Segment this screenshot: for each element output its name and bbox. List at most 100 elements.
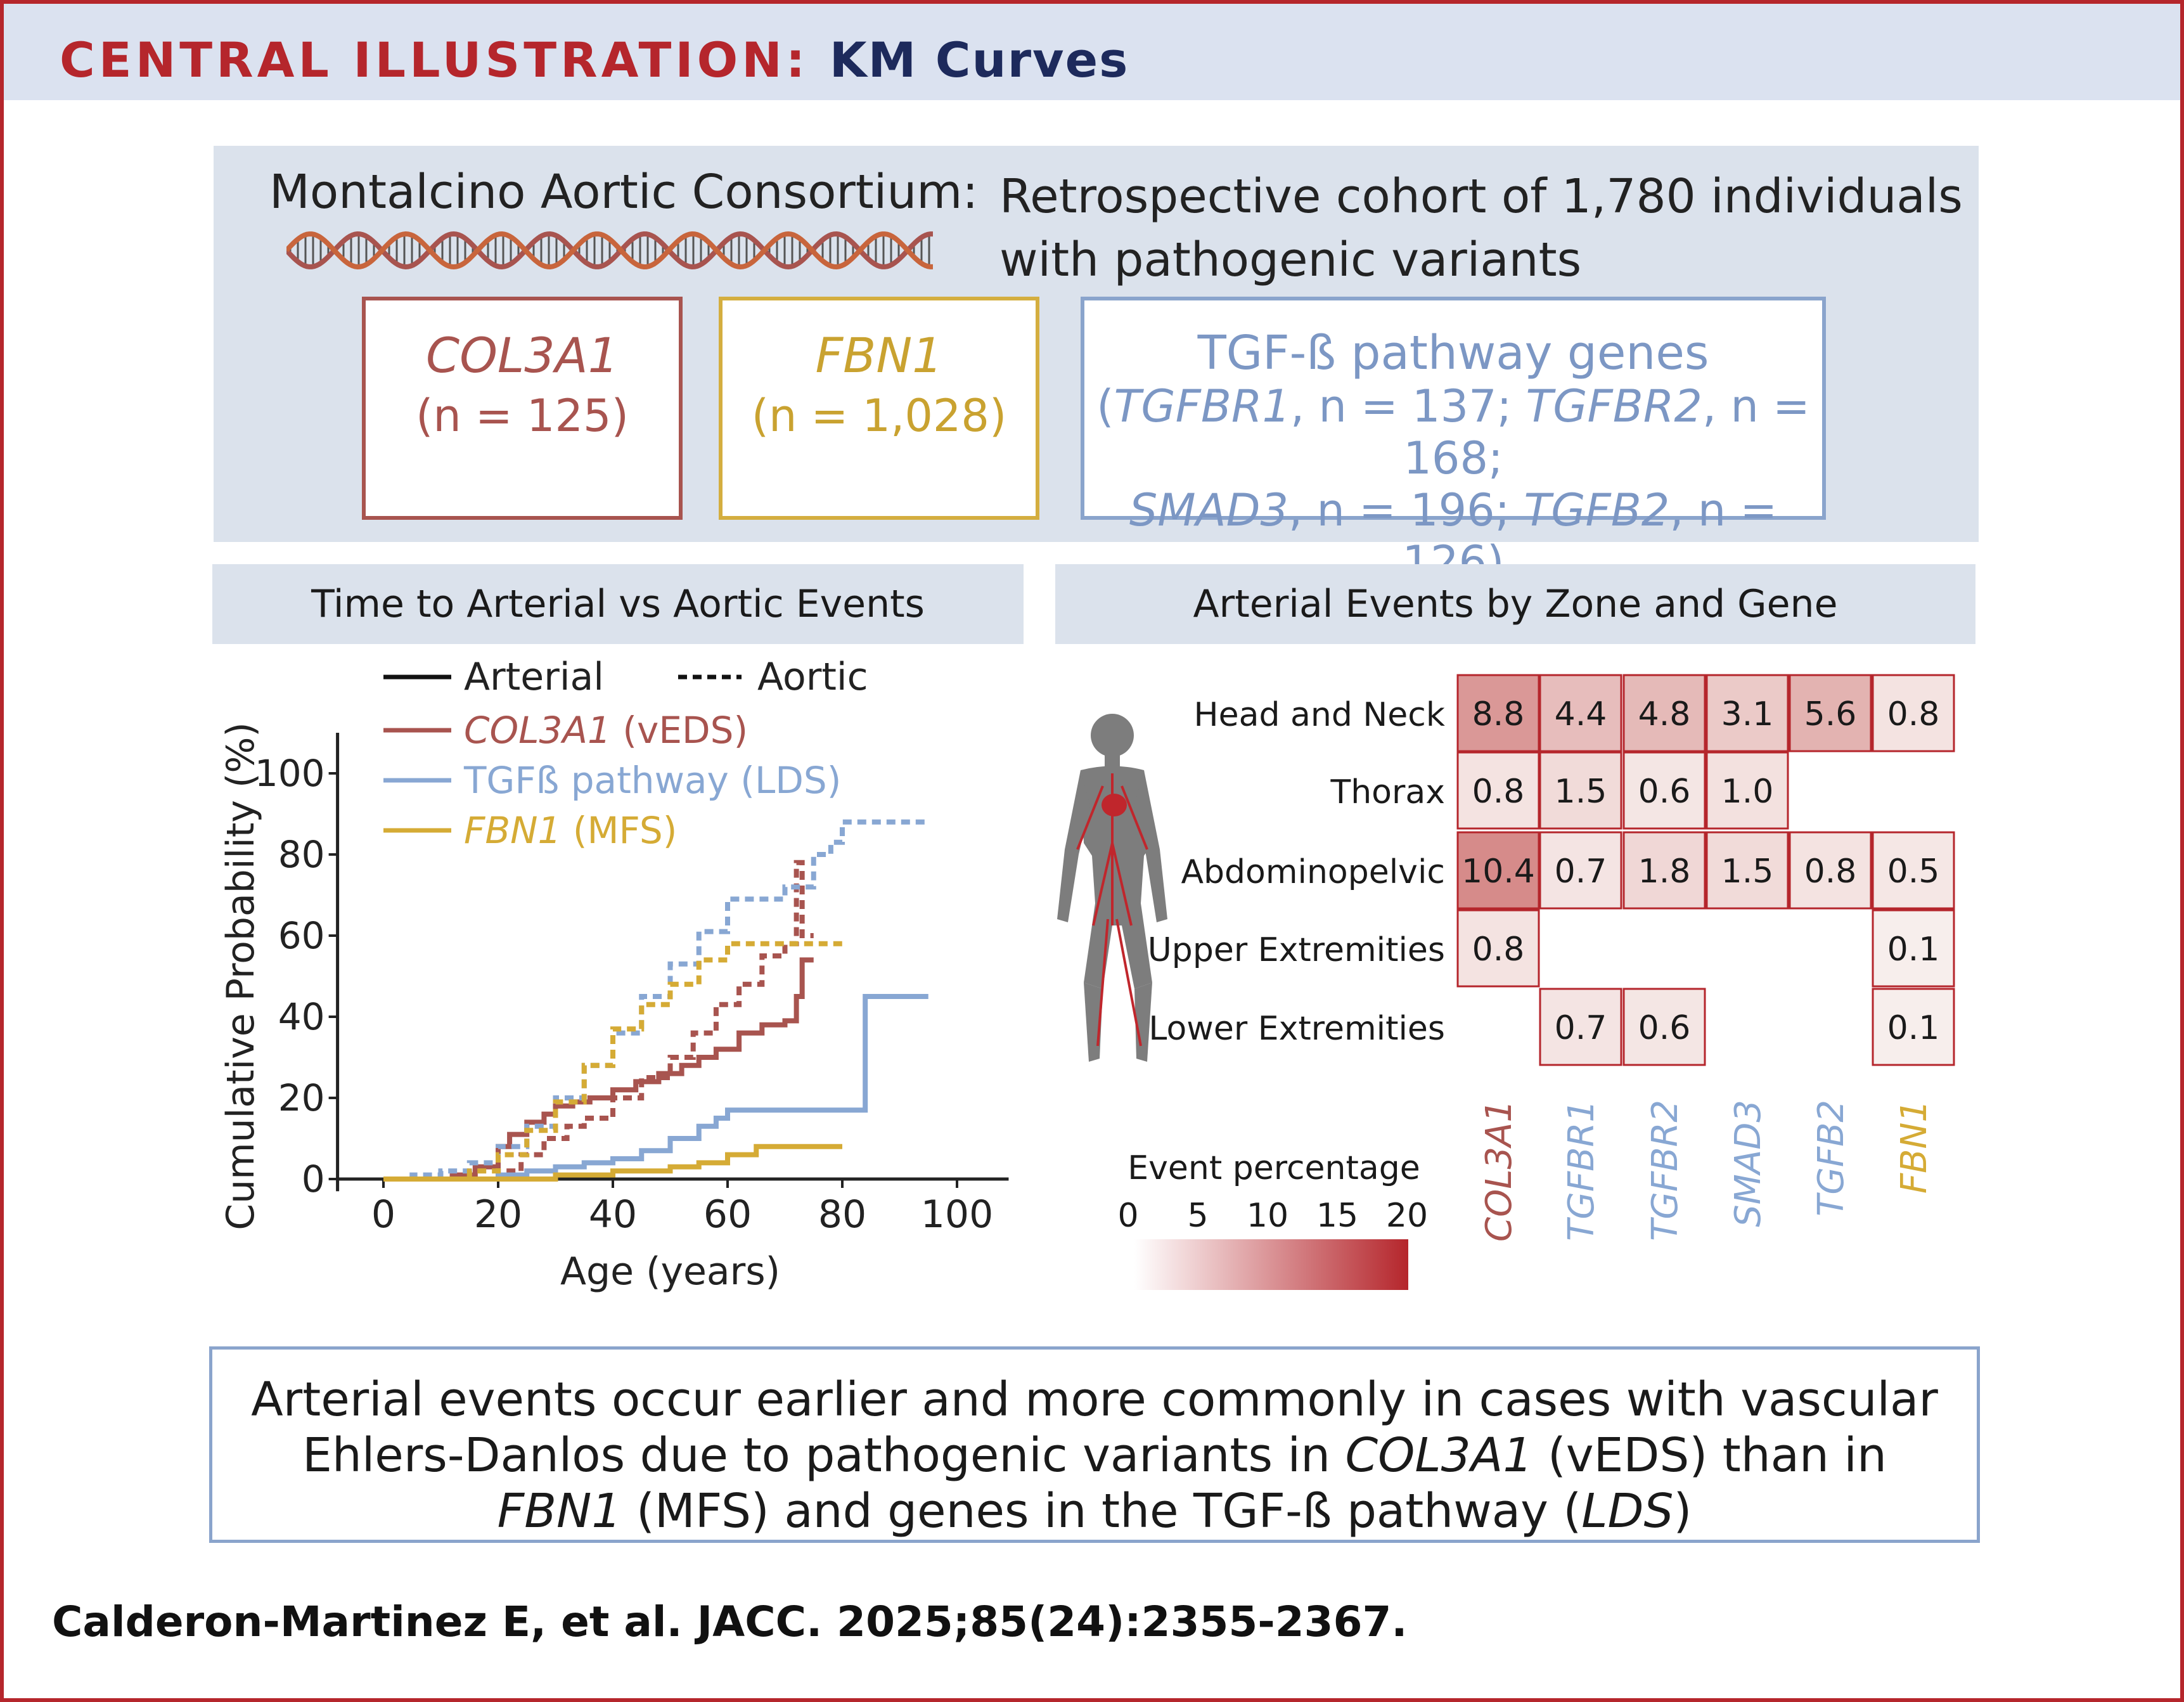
heatmap-cell-value: 10.4 [1461,853,1535,891]
consortium-name: Montalcino Aortic Consortium: [269,165,979,219]
body-heart [1102,794,1127,816]
km-series-col3a1-arterial [383,957,814,1182]
heatmap-column-label: FBN1 [1894,1100,1935,1194]
heatmap-cell [1456,674,1540,752]
fbn1-gene-name: FBN1 [815,327,943,384]
fbn1-count: (n = 1,028) [751,390,1007,442]
heatmap-column-label: TGFBR1 [1561,1100,1602,1241]
scale-tick-label: 5 [1187,1197,1208,1235]
tgf-group-line-1: (TGFBR1, n = 137; TGFBR2, n = 168; [1096,380,1810,484]
legend-label-tgf: TGFß pathway (LDS) [463,759,841,802]
heatmap-cell-value: 1.5 [1555,773,1607,811]
heatmap-cell [1872,674,1955,752]
title-bar: CENTRAL ILLUSTRATION: KM Curves [4,4,2180,100]
x-tick-label: 80 [818,1192,866,1237]
col3a1-group-box: COL3A1 (n = 125) [362,297,683,520]
km-series-tgf-arterial [383,994,928,1182]
dna-helix-icon [286,231,933,270]
tgfb2-gene: TGFB2 [1524,484,1670,536]
fbn1-group-box: FBN1 (n = 1,028) [719,297,1039,520]
y-tick-label: 60 [278,914,325,957]
x-tick-label: 20 [474,1192,522,1237]
x-tick-label: 100 [921,1192,994,1237]
smad3-gene: SMAD3 [1129,484,1289,536]
heatmap-cell-value: 0.8 [1887,695,1940,733]
title-subject: KM Curves [829,32,1129,88]
heatmap-row-label: Lower Extremities [1148,1010,1445,1048]
heatmap-cell-value: 1.5 [1721,853,1774,891]
heatmap-column-label: SMAD3 [1728,1100,1769,1227]
body-right-arm [1134,770,1167,922]
heatmap-column-label: TGFBR2 [1645,1100,1686,1241]
body-left-arm [1057,770,1090,922]
heatmap-cell [1872,909,1955,988]
conclusion-line-3: FBN1 (MFS) and genes in the TGF-ß pathwa… [497,1484,1692,1538]
figure-title: CENTRAL ILLUSTRATION: KM Curves [60,32,1129,88]
x-tick-label: 0 [371,1192,395,1237]
title-label: CENTRAL ILLUSTRATION: [60,32,809,88]
y-axis-label: Cumulative Probability (%) [219,722,263,1230]
x-tick-label: 60 [703,1192,752,1237]
km-series-col3a1-aortic [383,860,814,1182]
body-torso-legs [1081,766,1152,989]
body-head [1091,714,1134,757]
conclusion-line-2: Ehlers-Danlos due to pathogenic variants… [302,1428,1887,1483]
heatmap-cell-value: 8.8 [1472,695,1525,733]
km-series-fbn1-aortic [383,941,842,1182]
col3a1-gene-name: COL3A1 [426,327,619,384]
heatmap-column-label: COL3A1 [1479,1100,1520,1242]
heatmap-cell-value: 0.1 [1887,1009,1940,1047]
tgfbr2-gene: TGFBR2 [1526,380,1702,432]
scale-tick-label: 10 [1247,1197,1288,1235]
heatmap-cell-value: 0.8 [1804,853,1857,891]
heatmap-cell-value: 1.0 [1721,773,1774,811]
legend-label-arterial: Arterial [464,655,604,699]
dna-strand-2 [286,231,933,270]
heatmap-row-label: Upper Extremities [1148,931,1445,969]
heatmap-cell-value: 4.4 [1555,695,1607,733]
cohort-panel: Montalcino Aortic Consortium: Retrospect… [214,146,1979,588]
tgfbr1-gene: TGFBR1 [1114,380,1291,432]
heatmap-cell [1622,988,1706,1066]
heatmap-cell-value: 0.5 [1887,853,1940,891]
heatmap-cell-value: 0.7 [1555,1009,1607,1047]
citation: Calderon-Martinez E, et al. JACC. 2025;8… [52,1597,1408,1646]
col3a1-count: (n = 125) [416,390,629,442]
heatmap-cell [1456,751,1540,830]
human-body-icon [1057,714,1167,1062]
heatmap-chart: Head and Neck 8.8 4.4 4.8 3.1 5.6 0.8 Thorax 0.8… [1057,674,1955,1290]
heatmap-column-label: TGFB2 [1811,1100,1852,1216]
heatmap-cell-value: 4.8 [1638,695,1691,733]
x-tick-label: 40 [589,1192,637,1237]
km-series-tgf-aortic [383,819,928,1182]
km-chart-header: Time to Arterial vs Aortic Events [212,564,1024,644]
heatmap-cell [1789,674,1872,752]
heatmap-cell-value: 0.1 [1887,931,1940,969]
heatmap-cell [1622,674,1706,752]
conclusion-box: Arterial events occur earlier and more c… [209,1346,1980,1543]
y-tick-label: 100 [255,752,325,795]
color-scale-bar [1134,1239,1408,1290]
y-tick-label: 20 [278,1076,325,1119]
x-axis-label: Age (years) [560,1249,780,1294]
km-chart: 0 20 40 60 80 100 0 20 40 60 80 100 Age (years) Cumul… [219,655,1009,1294]
heatmap-cell [1705,674,1789,752]
heatmap-cell-value: 5.6 [1804,695,1857,733]
heatmap-cell-value: 0.8 [1472,773,1525,811]
heatmap-cell-value: 0.7 [1555,853,1607,891]
tgf-group-title: TGF-ß pathway genes [1197,326,1709,380]
legend-label-aortic: Aortic [757,655,868,699]
legend-label-col3a1: COL3A1 (vEDS) [464,709,748,752]
heatmap-row-label: Abdominopelvic [1181,853,1445,891]
heatmap-row-label: Thorax [1330,773,1445,811]
cohort-line-1: Retrospective cohort of 1,780 individual… [999,169,1963,224]
heatmap-cell [1789,831,1872,910]
scale-tick-label: 0 [1117,1197,1138,1235]
scale-title: Event percentage [1127,1149,1420,1187]
heatmap-cell [1456,831,1540,910]
km-series-fbn1-arterial [383,1144,842,1182]
heatmap-cell [1539,831,1622,910]
heatmap-cell-value: 1.8 [1638,853,1691,891]
